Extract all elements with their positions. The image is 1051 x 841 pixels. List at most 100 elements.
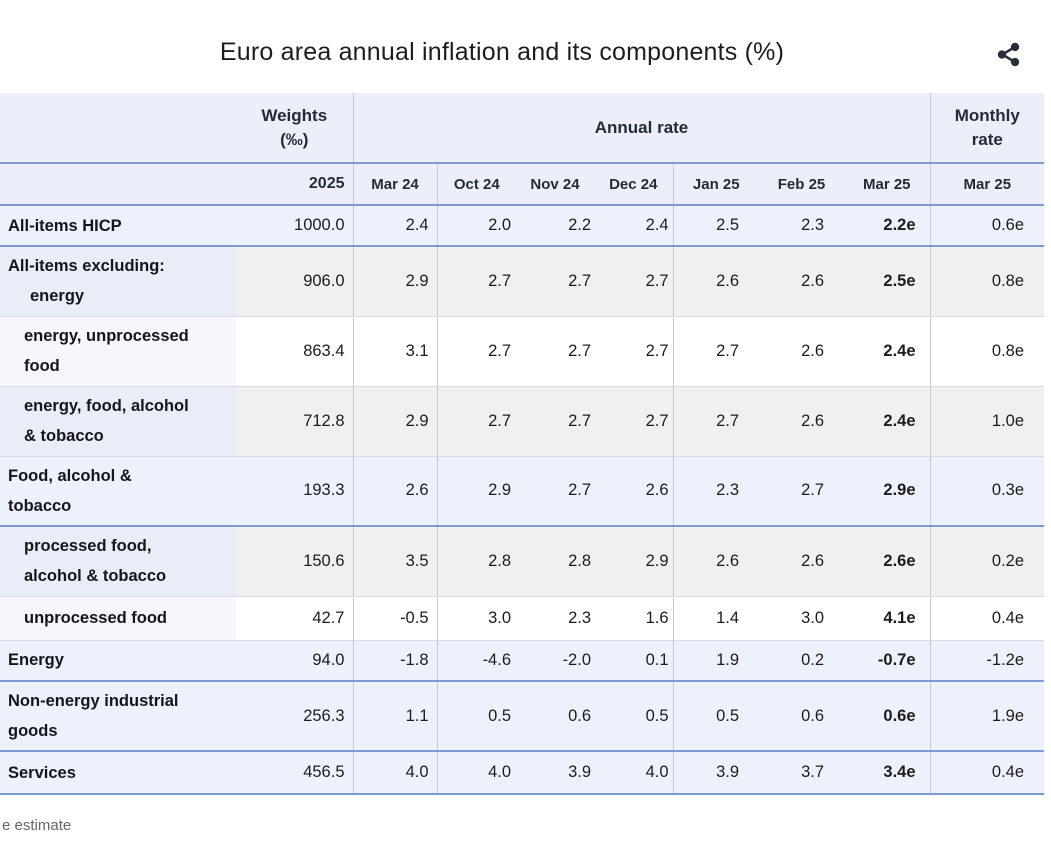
table-row: energy, food, alcohol & tobacco 712.8 2.9… [0,386,1045,457]
cell-monthly: 0.2e [930,526,1045,597]
header-empty [0,93,236,164]
table-row: Food, alcohol & tobacco 193.3 2.6 2.9 2.7… [0,456,1045,527]
cell-value: 2.6 [759,386,844,457]
header-month: Feb 25 [759,163,844,206]
cell-value: 3.5 [353,526,438,597]
cell-value: 2.7 [594,246,674,317]
row-label: Food, alcohol & tobacco [0,456,236,527]
cell-value: 2.2 [516,205,594,247]
row-label: Services [0,751,236,795]
cell-value: 0.5 [437,681,516,752]
row-label: unprocessed food [0,596,236,641]
cell-value: 3.0 [759,596,844,641]
cell-value: 2.3 [516,596,594,641]
cell-weight: 94.0 [236,640,354,682]
cell-value: 2.7 [673,316,759,387]
cell-weight: 906.0 [236,246,354,317]
cell-value: 2.7 [673,386,759,457]
estimate-footnote: e estimate [2,817,72,834]
cell-value: -4.6 [437,640,516,682]
cell-value: 2.6 [673,526,759,597]
table-row: Non-energy industrial goods 256.3 1.1 0.5… [0,681,1045,752]
table-header-periods: 2025 Mar 24 Oct 24 Nov 24 Dec 24 Jan 25 … [0,163,1045,206]
cell-value: 0.5 [673,681,759,752]
cell-value: 4.0 [594,751,674,795]
cell-value: 4.0 [437,751,516,795]
cell-value: 2.6 [353,456,438,527]
table-row: unprocessed food 42.7 -0.5 3.0 2.3 1.6 1… [0,596,1045,641]
header-month: Dec 24 [594,163,674,206]
cell-value: 3.9 [673,751,759,795]
cell-value: 2.7 [516,246,594,317]
cell-value-estimate: 3.4e [844,751,931,795]
cell-value: 0.1 [594,640,674,682]
row-label: energy, unprocessed food [0,316,236,387]
cell-value-estimate: -0.7e [844,640,931,682]
cell-monthly: 1.0e [930,386,1045,457]
row-label: processed food, alcohol & tobacco [0,526,236,597]
cell-value: 2.3 [759,205,844,247]
cell-weight: 193.3 [236,456,354,527]
header-month: Nov 24 [516,163,594,206]
row-label: Non-energy industrial goods [0,681,236,752]
header-annual-rate: Annual rate [353,93,931,164]
row-label: All-items HICP [0,205,236,247]
row-label: All-items excluding: energy [0,246,236,317]
cell-value: 2.6 [594,456,674,527]
cell-value: 2.7 [437,246,516,317]
header-weights: Weights (‰) [236,93,354,164]
cell-value-estimate: 0.6e [844,681,931,752]
share-icon [995,41,1023,68]
cell-weight: 1000.0 [236,205,354,247]
cell-value: 2.7 [516,316,594,387]
cell-value: 0.6 [516,681,594,752]
cell-value: 0.2 [759,640,844,682]
cell-value: 2.7 [594,386,674,457]
cell-value-estimate: 2.6e [844,526,931,597]
cell-value: 4.0 [353,751,438,795]
cell-value: 2.3 [673,456,759,527]
page-title: Euro area annual inflation and its compo… [219,38,785,66]
cell-value: 2.7 [516,386,594,457]
cell-value: -0.5 [353,596,438,641]
cell-value: 2.5 [673,205,759,247]
cell-value: 3.1 [353,316,438,387]
cell-value: 2.9 [594,526,674,597]
cell-weight: 150.6 [236,526,354,597]
header-monthly-rate: Monthly rate [930,93,1045,164]
cell-monthly: 0.8e [930,316,1045,387]
cell-value: 2.9 [353,246,438,317]
cell-value: 2.4 [353,205,438,247]
cell-value: -1.8 [353,640,438,682]
header-monthly-month: Mar 25 [930,163,1045,206]
cell-value: 0.5 [594,681,674,752]
table-header-groups: Weights (‰) Annual rate Monthly rate [0,93,1045,164]
cell-weight: 42.7 [236,596,354,641]
cell-value: 1.4 [673,596,759,641]
cell-value: 2.9 [353,386,438,457]
cell-weight: 712.8 [236,386,354,457]
cell-value: 2.7 [759,456,844,527]
inflation-table: Weights (‰) Annual rate Monthly rate 202… [0,93,1045,795]
cell-value: 2.8 [437,526,516,597]
cell-value-estimate: 4.1e [844,596,931,641]
title-bar: Euro area annual inflation and its compo… [0,38,1004,67]
cell-value: 2.6 [673,246,759,317]
table-row: processed food, alcohol & tobacco 150.6 3… [0,526,1045,597]
cell-value-estimate: 2.4e [844,386,931,457]
cell-value: 3.9 [516,751,594,795]
cell-value: 1.9 [673,640,759,682]
cell-value: 1.6 [594,596,674,641]
share-button[interactable] [995,40,1023,68]
table-row: energy, unprocessed food 863.4 3.1 2.7 2.… [0,316,1045,387]
cell-monthly: -1.2e [930,640,1045,682]
cell-value: 2.6 [759,316,844,387]
cell-monthly: 0.8e [930,246,1045,317]
cell-monthly: 1.9e [930,681,1045,752]
cell-value: 2.0 [437,205,516,247]
cell-value: 0.6 [759,681,844,752]
cell-value: 2.7 [594,316,674,387]
cell-value: 2.7 [437,316,516,387]
header-weights-year: 2025 [236,163,354,206]
